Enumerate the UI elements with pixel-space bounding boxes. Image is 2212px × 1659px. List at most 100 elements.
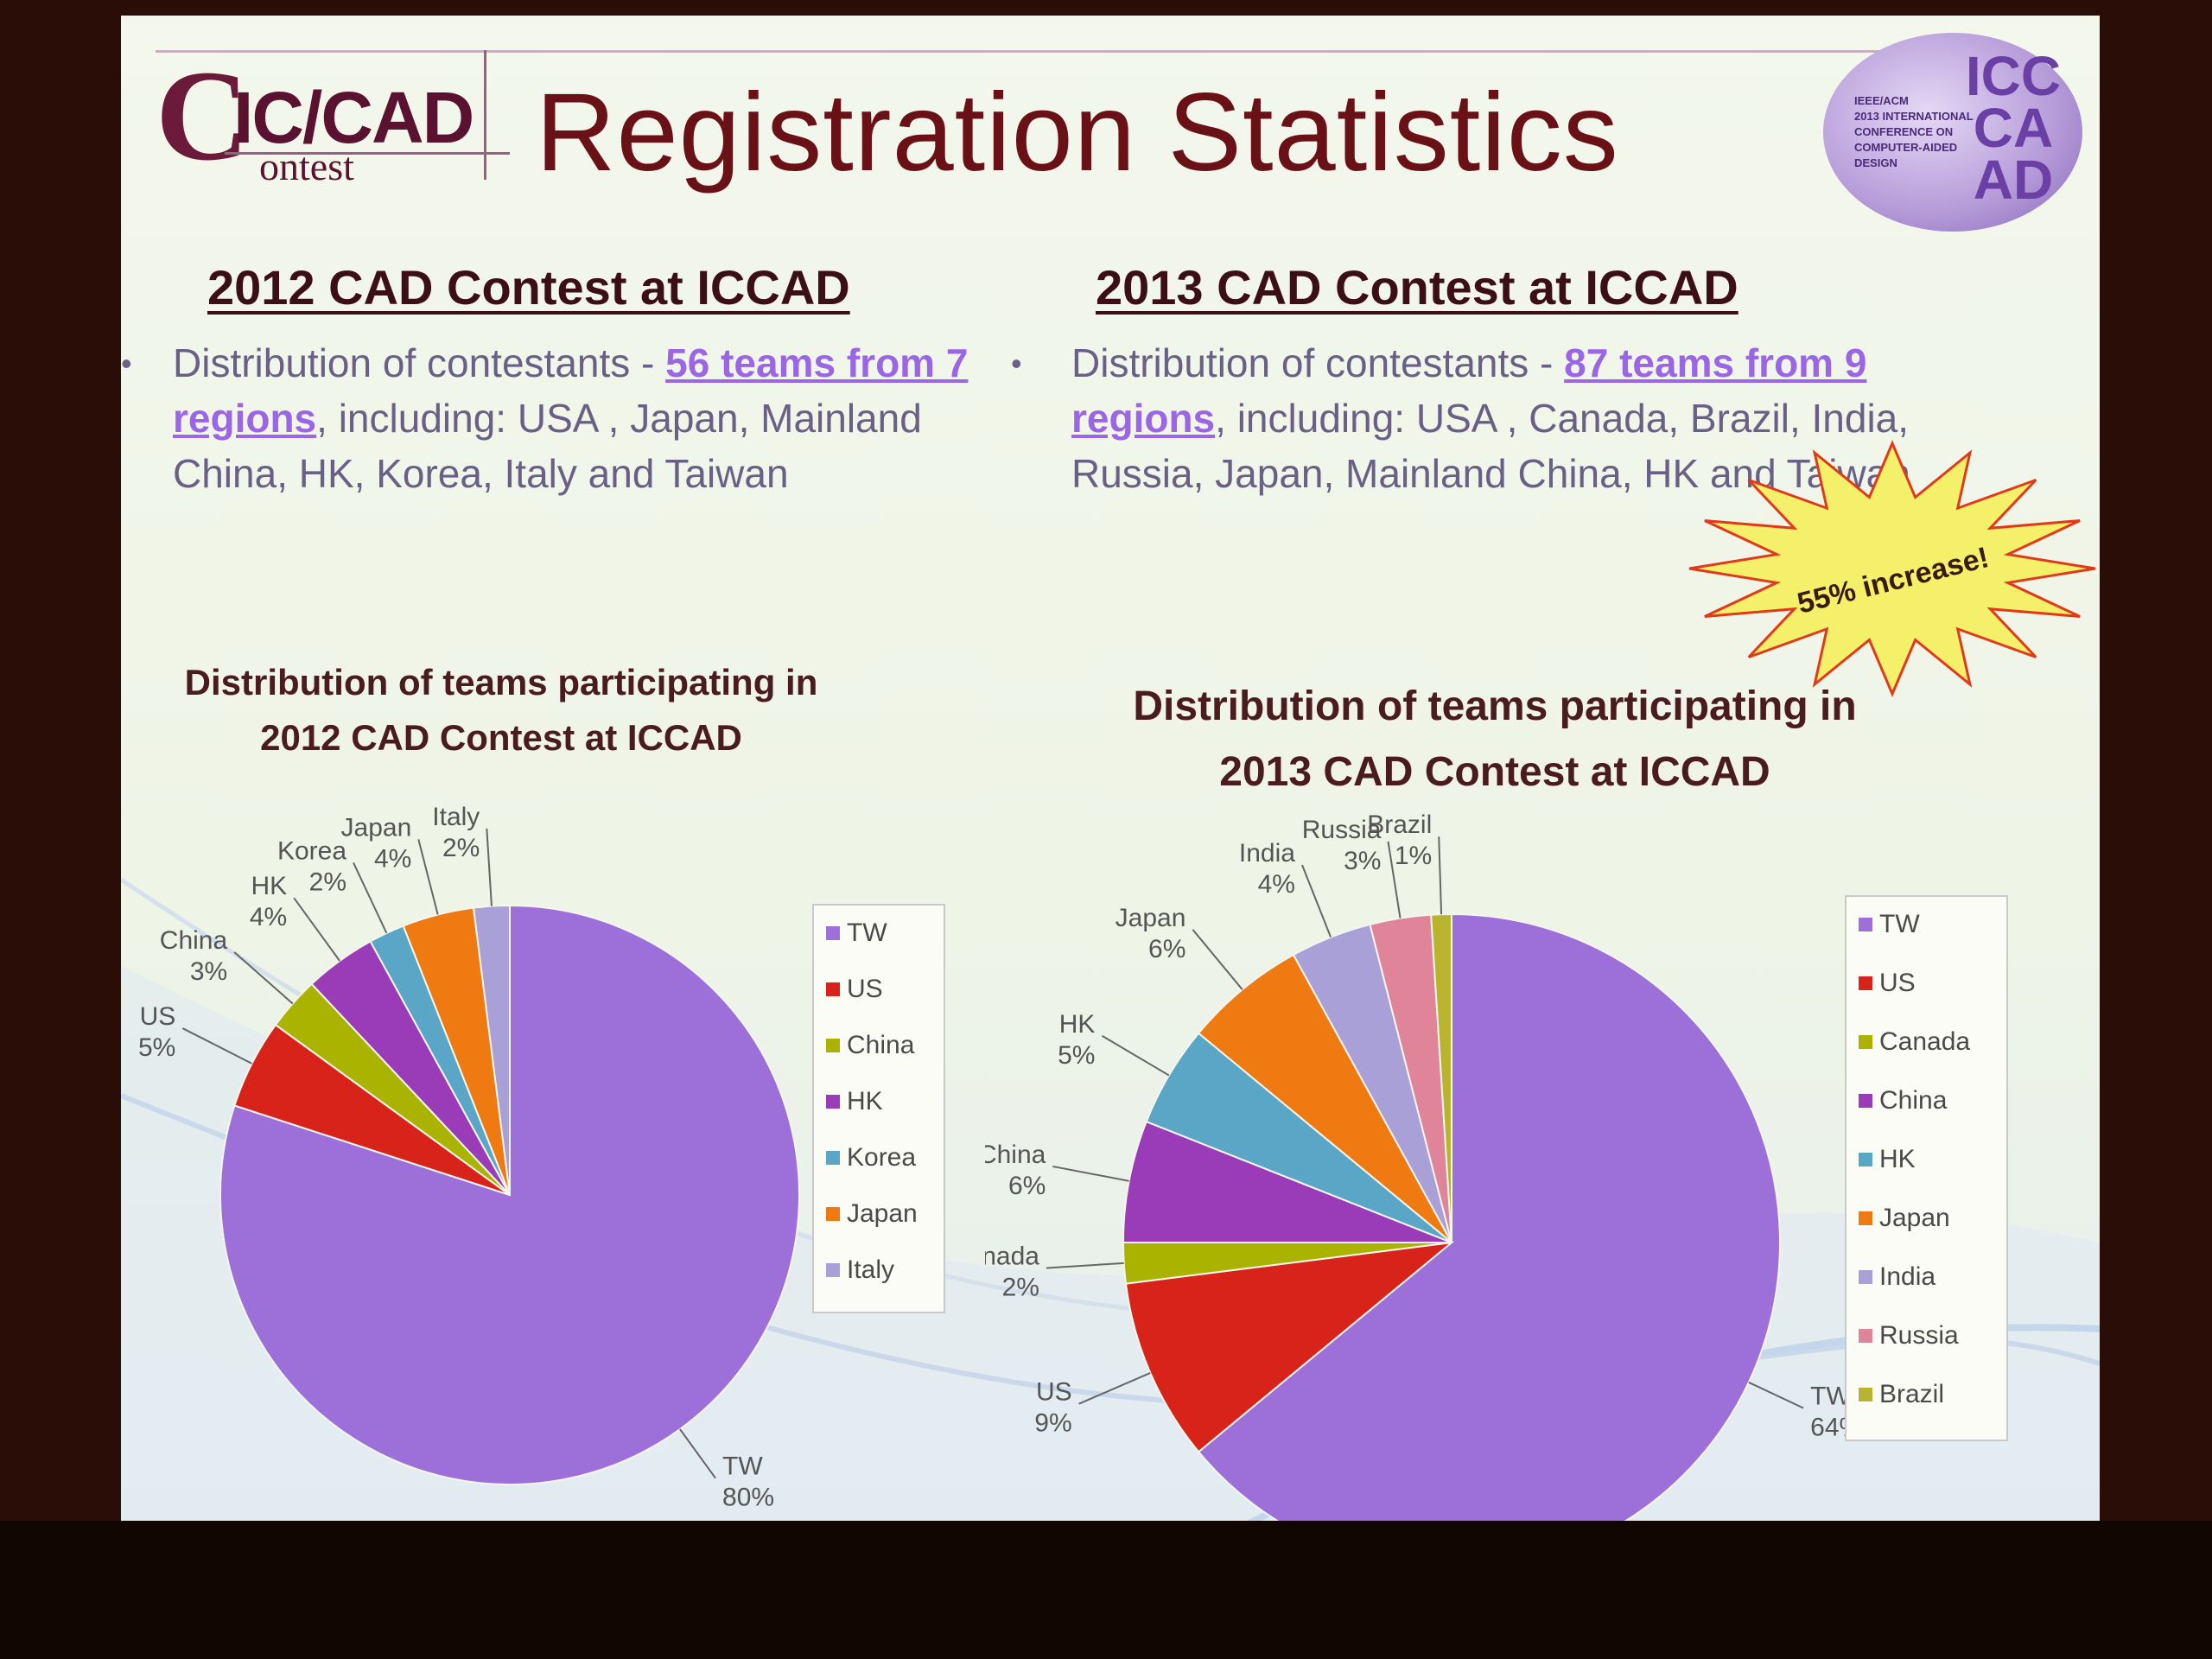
legend-2012: TW US China HK Korea Japan Italy bbox=[812, 904, 945, 1313]
pie-label-percent: 5% bbox=[1058, 1041, 1095, 1070]
legend-swatch bbox=[1859, 976, 1872, 990]
legend-swatch bbox=[1859, 1094, 1872, 1108]
pie-leader-line bbox=[486, 828, 493, 906]
logo-line-horizontal bbox=[225, 152, 510, 155]
legend-swatch bbox=[1859, 918, 1872, 931]
legend-swatch bbox=[1859, 1329, 1872, 1343]
logo-letter-c: C bbox=[156, 44, 250, 188]
legend-label: TW bbox=[847, 918, 887, 947]
legend-label: Canada bbox=[1879, 1027, 1971, 1056]
pie-leader-line bbox=[1192, 929, 1243, 990]
pie-label-percent: 4% bbox=[374, 844, 411, 873]
iccad-logo-letters: ICC CA AD bbox=[1953, 45, 2074, 207]
pie-label-percent: 1% bbox=[1395, 842, 1432, 870]
legend-swatch bbox=[826, 1207, 840, 1221]
legend-item-us: US bbox=[1859, 966, 1916, 1001]
pie-leader-line bbox=[417, 839, 439, 915]
legend-label: Korea bbox=[847, 1143, 917, 1172]
pie-leader-line bbox=[181, 1027, 252, 1065]
iccad-caption-line: IEEE/ACM bbox=[1854, 94, 1909, 107]
legend-item-brazil: Brazil bbox=[1859, 1377, 1944, 1412]
iccad-letters-row: CA bbox=[1973, 97, 2054, 159]
pie-slice-china bbox=[1122, 1120, 1452, 1243]
para-2012-rest: , including: USA , Japan, Mainland China… bbox=[173, 396, 922, 496]
iccad-logo-caption: IEEE/ACM 2013 INTERNATIONAL CONFERENCE O… bbox=[1854, 93, 1975, 171]
legend-item-japan: Japan bbox=[1859, 1201, 1950, 1236]
pie-leader-line bbox=[233, 951, 294, 1005]
pie-chart-2012: TW80%US5%China3%HK4%Korea2%Japan4%Italy2… bbox=[138, 803, 800, 1512]
legend-swatch bbox=[826, 1151, 840, 1165]
logo-ic-cad: IC/CAD bbox=[233, 77, 474, 158]
slide-title: Registration Statistics bbox=[536, 71, 1619, 194]
pie-leader-line bbox=[1078, 1371, 1151, 1405]
pie-label-category: HK bbox=[251, 872, 288, 900]
iccad-logo: IEEE/ACM 2013 INTERNATIONAL CONFERENCE O… bbox=[1823, 33, 2082, 236]
iccad-caption-line: CONFERENCE ON bbox=[1854, 125, 1954, 138]
pie-label-category: India bbox=[1239, 839, 1295, 868]
pie-label-category: HK bbox=[1059, 1010, 1096, 1039]
pie-label-category: Canada bbox=[985, 1243, 1039, 1271]
legend-swatch bbox=[1859, 1211, 1872, 1225]
pie-label-category: TW bbox=[722, 1452, 763, 1481]
legend-label: HK bbox=[847, 1087, 883, 1116]
pie-label-percent: 6% bbox=[1148, 935, 1185, 963]
legend-swatch bbox=[1859, 1388, 1872, 1402]
pie-leader-line bbox=[679, 1428, 716, 1479]
chart-2013-title-line: 2013 CAD Contest at ICCAD bbox=[1219, 749, 1770, 795]
legend-label: TW bbox=[1879, 910, 1920, 938]
pie-label-category: Korea bbox=[277, 836, 346, 865]
chart-2012-title-line: Distribution of teams participating in bbox=[184, 662, 818, 702]
legend-item-korea: Korea bbox=[826, 1141, 916, 1175]
pie-leader-line bbox=[1387, 841, 1402, 918]
iccad-caption-line: 2013 INTERNATIONAL bbox=[1854, 110, 1974, 123]
legend-item-hk: HK bbox=[1859, 1142, 1916, 1177]
pie-slice-italy bbox=[472, 904, 511, 1196]
pie-label-percent: 2% bbox=[442, 834, 480, 862]
iccad-letters-row: ICC bbox=[1965, 45, 2062, 107]
pie-leader-line bbox=[1101, 1034, 1170, 1077]
legend-swatch bbox=[1859, 1270, 1872, 1284]
legend-label: China bbox=[847, 1031, 915, 1059]
legend-item-india: India bbox=[1859, 1260, 1936, 1294]
legend-item-russia: Russia bbox=[1859, 1319, 1959, 1353]
legend-label: HK bbox=[1879, 1145, 1916, 1173]
legend-2013: TW US Canada China HK Japan India Russia Brazil bbox=[1845, 895, 2008, 1441]
legend-label: Italy bbox=[847, 1255, 895, 1284]
increase-burst: 55% increase! bbox=[1688, 440, 2096, 697]
pie-slice-japan bbox=[1197, 953, 1452, 1243]
legend-item-tw: TW bbox=[826, 916, 887, 950]
burst-shape bbox=[1688, 440, 2096, 697]
legend-label: India bbox=[1879, 1262, 1936, 1291]
legend-swatch bbox=[826, 1263, 840, 1277]
pie-label-category: Japan bbox=[341, 813, 412, 842]
screen-bottom-edge bbox=[0, 1521, 2212, 1659]
pie-slice-tw bbox=[219, 904, 800, 1485]
legend-label: Japan bbox=[847, 1199, 918, 1228]
pie-label-category: Italy bbox=[432, 803, 480, 831]
pie-label-category: TW bbox=[1810, 1382, 1851, 1411]
pie-leader-line bbox=[353, 862, 388, 934]
logo-contest: ontest bbox=[259, 144, 354, 188]
heading-2013: 2013 CAD Contest at ICCAD bbox=[1096, 260, 1738, 315]
pie-leader-line bbox=[1748, 1381, 1804, 1409]
legend-label: Japan bbox=[1879, 1204, 1950, 1232]
pie-label-percent: 3% bbox=[190, 957, 227, 986]
legend-label: US bbox=[847, 975, 883, 1003]
pie-label-percent: 4% bbox=[250, 903, 287, 931]
pie-label-percent: 80% bbox=[722, 1484, 774, 1512]
legend-label: China bbox=[1879, 1086, 1948, 1115]
pie-label-percent: 9% bbox=[1034, 1409, 1071, 1438]
legend-swatch bbox=[826, 982, 840, 996]
pie-label-percent: 4% bbox=[1258, 870, 1295, 899]
para-2012-intro: Distribution of contestants - bbox=[173, 340, 666, 385]
para-2012-highlight: 56 teams from 7 regions bbox=[173, 340, 969, 441]
pie-label-percent: 6% bbox=[1008, 1172, 1046, 1200]
legend-item-hk: HK bbox=[826, 1084, 883, 1119]
chart-2013-title: Distribution of teams participating in 2… bbox=[1071, 674, 1918, 805]
pie-label-category: Japan bbox=[1116, 904, 1186, 932]
pie-label-percent: 3% bbox=[1344, 847, 1381, 875]
legend-label: Brazil bbox=[1879, 1380, 1945, 1408]
title-rule bbox=[156, 50, 1892, 53]
legend-item-japan: Japan bbox=[826, 1197, 918, 1231]
pie-leader-line bbox=[1301, 864, 1332, 938]
